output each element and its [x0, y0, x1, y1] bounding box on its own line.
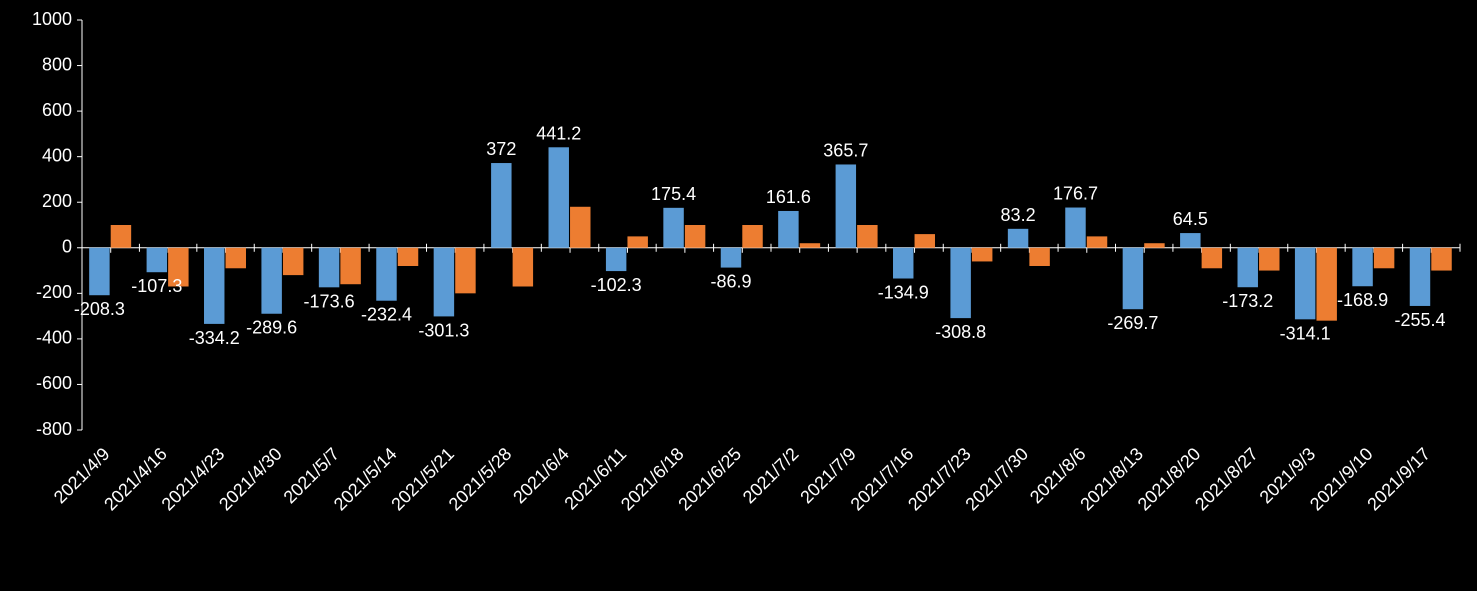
- bar-series2: [1374, 248, 1394, 269]
- bar-series1: [204, 248, 224, 324]
- y-tick-label: 1000: [32, 9, 72, 29]
- chart-svg: -800 -600 -400 -200 0 200 400 600 800 1000 2021/4/…: [0, 0, 1477, 591]
- data-label: -168.9: [1337, 290, 1388, 310]
- data-label: -308.8: [935, 322, 986, 342]
- bar-series1: [549, 147, 569, 247]
- bar-series1: [1238, 248, 1258, 287]
- bar-series2: [1259, 248, 1279, 271]
- bar-series1: [721, 248, 741, 268]
- y-tick-label: 0: [62, 237, 72, 257]
- data-label: 175.4: [651, 184, 696, 204]
- x-tick-label: 2021/4/30: [215, 444, 286, 515]
- x-tick-label: 2021/7/2: [739, 444, 803, 508]
- bar-series1: [663, 208, 683, 248]
- bar-series2: [513, 248, 533, 287]
- bar-series1: [376, 248, 396, 301]
- bar-series2: [685, 225, 705, 248]
- y-tick-label: -600: [36, 373, 72, 393]
- data-label: -334.2: [189, 328, 240, 348]
- bar-series1: [261, 248, 281, 314]
- bar-series2: [1316, 248, 1336, 321]
- data-label: -314.1: [1280, 323, 1331, 343]
- y-tick-label: -200: [36, 282, 72, 302]
- bar-series2: [111, 225, 131, 248]
- data-label: -232.4: [361, 305, 412, 325]
- data-label: 161.6: [766, 187, 811, 207]
- bar-series2: [398, 248, 418, 266]
- bar-series2: [570, 207, 590, 248]
- bar-series1: [1180, 233, 1200, 248]
- y-tick-label: 400: [42, 145, 72, 165]
- data-label: 176.7: [1053, 184, 1098, 204]
- bar-chart: -800 -600 -400 -200 0 200 400 600 800 1000 2021/4/…: [0, 0, 1477, 591]
- x-tick-label: 2021/9/17: [1363, 444, 1434, 515]
- bar-series2: [1202, 248, 1222, 269]
- data-label: -102.3: [591, 275, 642, 295]
- data-label: 441.2: [536, 123, 581, 143]
- bar-series2: [800, 243, 820, 248]
- data-label: -86.9: [710, 272, 751, 292]
- x-tick-label: 2021/5/28: [445, 444, 516, 515]
- x-tick-label: 2021/8/27: [1191, 444, 1262, 515]
- bar-series1: [1008, 229, 1028, 248]
- bar-series2: [742, 225, 762, 248]
- y-tick-label: 800: [42, 54, 72, 74]
- bar-series1: [606, 248, 626, 271]
- bar-series2: [1144, 243, 1164, 248]
- bar-series1: [893, 248, 913, 279]
- bar-series2: [1029, 248, 1049, 266]
- bar-series1: [778, 211, 798, 248]
- bar-series1: [147, 248, 167, 272]
- data-label: -173.6: [304, 291, 355, 311]
- bar-series1: [319, 248, 339, 288]
- bar-series2: [340, 248, 360, 284]
- x-tick-label: 2021/7/30: [961, 444, 1032, 515]
- bar-series1: [836, 164, 856, 247]
- bar-series1: [1352, 248, 1372, 286]
- bar-series1: [491, 163, 511, 248]
- y-tick-label: 600: [42, 100, 72, 120]
- bar-series2: [857, 225, 877, 248]
- bar-series1: [1065, 208, 1085, 248]
- bar-series1: [89, 248, 109, 295]
- data-label: -255.4: [1394, 310, 1445, 330]
- bar-series2: [972, 248, 992, 262]
- data-label: -269.7: [1107, 313, 1158, 333]
- bar-series1: [434, 248, 454, 317]
- data-label: -301.3: [418, 320, 469, 340]
- y-tick-label: 200: [42, 191, 72, 211]
- data-label: 365.7: [823, 140, 868, 160]
- bar-series2: [1087, 236, 1107, 247]
- y-tick-label: -800: [36, 419, 72, 439]
- data-label: -173.2: [1222, 291, 1273, 311]
- bar-series1: [1410, 248, 1430, 306]
- bar-series1: [1295, 248, 1315, 320]
- bar-series2: [627, 236, 647, 247]
- bar-series1: [1123, 248, 1143, 309]
- x-tick-label: 2021/6/25: [674, 444, 745, 515]
- data-label: 64.5: [1173, 209, 1208, 229]
- bar-series2: [1431, 248, 1451, 271]
- bar-series2: [455, 248, 475, 294]
- bar-series2: [915, 234, 935, 248]
- bar-series2: [283, 248, 303, 275]
- data-label: -289.6: [246, 318, 297, 338]
- bar-series2: [226, 248, 246, 269]
- data-label: -134.9: [878, 283, 929, 303]
- bar-series1: [950, 248, 970, 318]
- y-tick-label: -400: [36, 328, 72, 348]
- data-label: 83.2: [1001, 205, 1036, 225]
- data-label: -208.3: [74, 299, 125, 319]
- data-label: -107.3: [131, 276, 182, 296]
- data-label: 372: [486, 139, 516, 159]
